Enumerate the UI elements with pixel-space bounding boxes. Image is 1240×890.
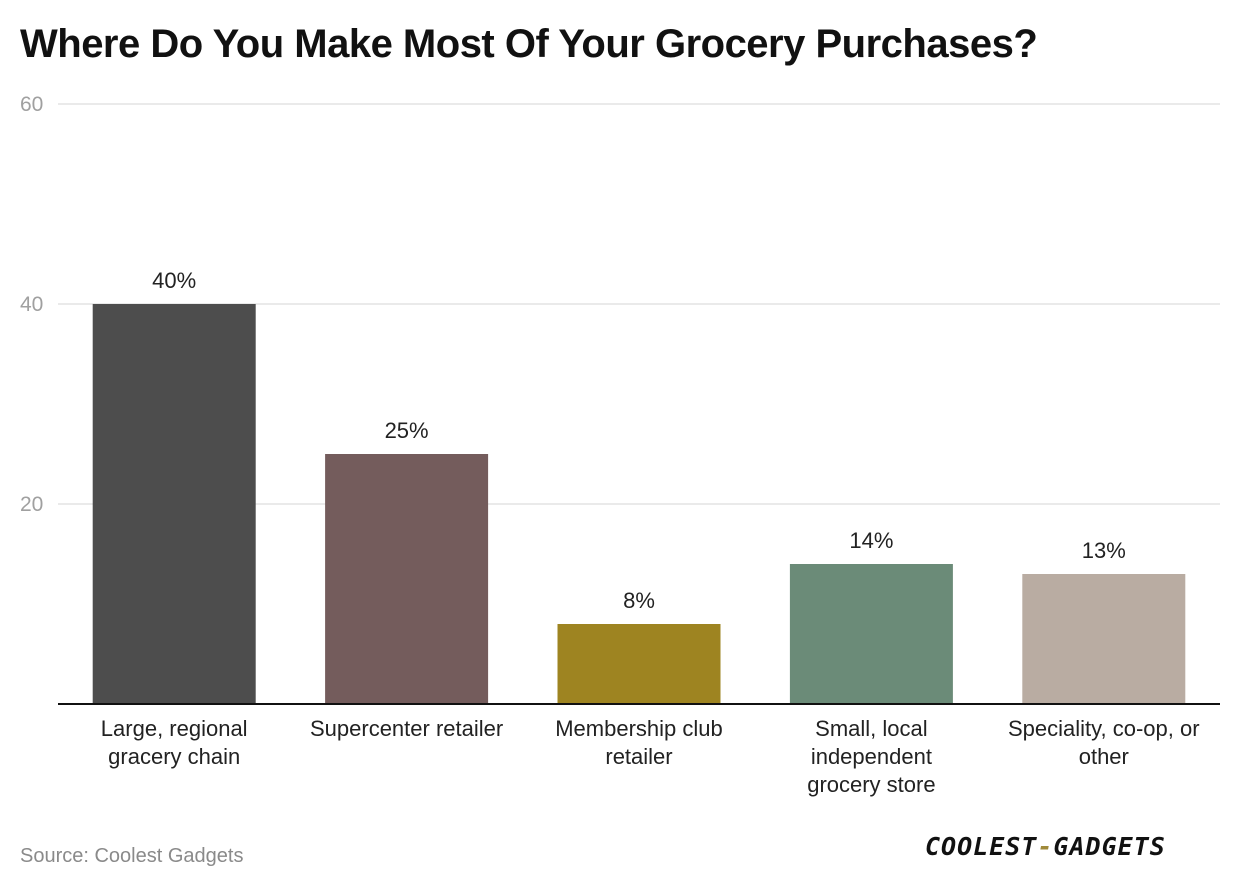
x-tick-label-line: gracery chain [108,744,240,769]
bar [325,454,489,704]
x-tick-label-line: Membership club [555,716,723,741]
bars [92,304,1186,704]
x-tick-label-line: grocery store [807,772,935,797]
bar [557,624,721,704]
x-tick-label: Speciality, co-op, or other [1008,716,1200,769]
data-label: 25% [385,418,429,443]
data-label: 40% [152,268,196,293]
bar [789,564,953,704]
x-tick-label-line: Supercenter retailer [310,716,503,741]
bar [92,304,256,704]
data-labels: 40% 25% 8% 14% 13% [152,268,1126,613]
x-tick-label: Small, local independent grocery store [807,716,935,797]
x-tick-label-line: Small, local [815,716,927,741]
y-tick-label: 60 [20,93,43,116]
data-label: 13% [1082,538,1126,563]
source-note: Source: Coolest Gadgets [20,845,244,867]
bar [1022,574,1186,704]
x-tick-label: Membership club retailer [555,716,723,769]
chart-title: Where Do You Make Most Of Your Grocery P… [20,22,1038,66]
x-tick-label-line: other [1079,744,1129,769]
y-tick-label: 20 [20,493,43,516]
x-tick-label-line: Large, regional [101,716,248,741]
x-tick-label: Supercenter retailer [310,716,503,741]
data-label: 14% [849,528,893,553]
x-tick-label-line: independent [811,744,932,769]
x-tick-label-line: retailer [605,744,672,769]
x-axis: Large, regional gracery chain Supercenter … [58,703,1220,797]
data-label: 8% [623,588,655,613]
x-tick-label-line: Speciality, co-op, or [1008,716,1200,741]
y-tick-label: 40 [20,293,43,316]
brand-logo: COOLEST-GADGETS [925,832,1166,861]
x-tick-label: Large, regional gracery chain [101,716,248,769]
